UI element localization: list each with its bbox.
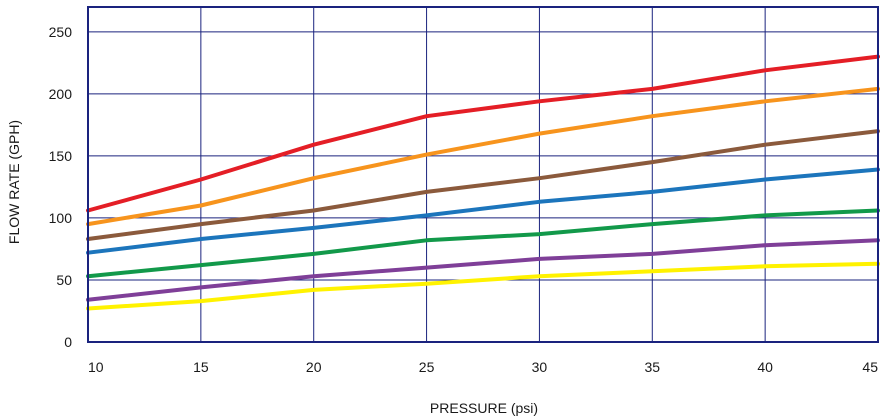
plot-frame [87, 6, 879, 343]
y-axis-title: FLOW RATE (GPH) [6, 120, 22, 244]
series-line-7 [86, 261, 880, 311]
x-tick-label: 40 [757, 359, 773, 375]
y-tick-label: 150 [49, 148, 73, 164]
x-tick-label: 25 [419, 359, 435, 375]
series-lines [86, 54, 880, 311]
y-tick-label: 200 [49, 86, 73, 102]
y-tick-label: 0 [64, 334, 72, 350]
y-tick-label: 50 [56, 272, 72, 288]
x-tick-label: 10 [88, 359, 104, 375]
x-tick-label: 15 [193, 359, 209, 375]
series-line-5 [86, 208, 880, 279]
x-tick-labels: 10 15 20 25 30 35 40 45 [88, 359, 878, 375]
y-tick-label: 100 [49, 210, 73, 226]
series-line-2 [86, 86, 880, 227]
y-tick-labels: 0 50 100 150 200 250 [49, 24, 73, 350]
x-tick-label: 45 [862, 359, 878, 375]
series-line-4 [86, 167, 880, 255]
x-tick-label: 35 [644, 359, 660, 375]
x-tick-label: 30 [532, 359, 548, 375]
x-axis-title: PRESSURE (psi) [430, 400, 538, 416]
grid-lines [87, 7, 879, 343]
series-line-3 [86, 129, 880, 241]
x-tick-label: 20 [306, 359, 322, 375]
series-line-6 [86, 238, 880, 302]
series-line-1 [86, 54, 880, 213]
y-tick-label: 250 [49, 24, 73, 40]
